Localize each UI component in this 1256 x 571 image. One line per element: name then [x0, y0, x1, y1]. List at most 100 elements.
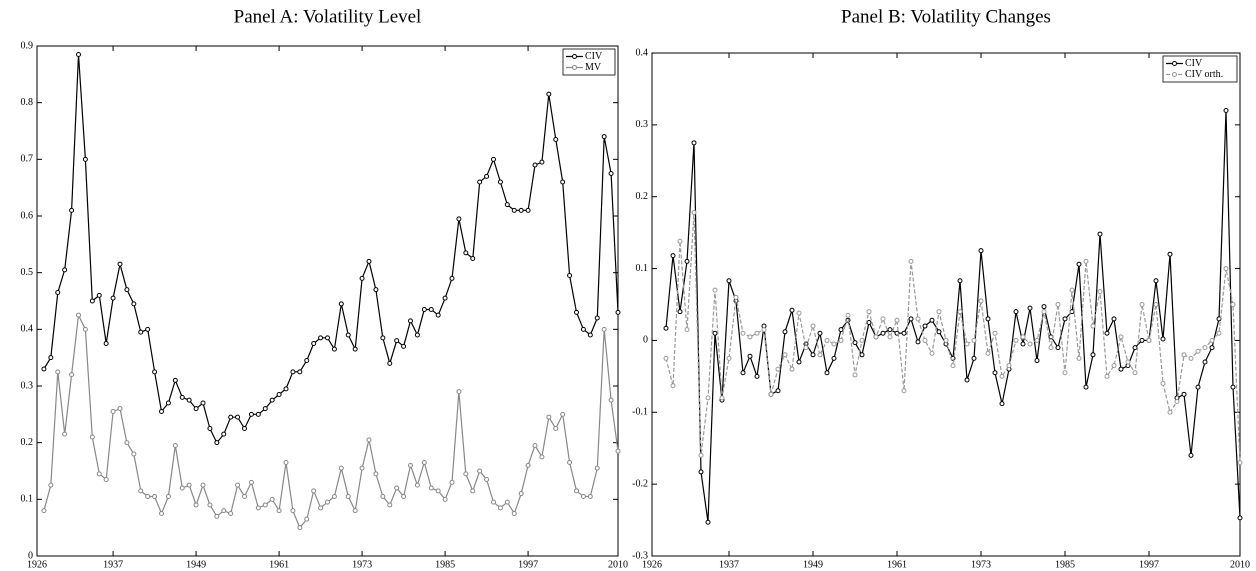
point: [796, 359, 802, 365]
point: [1181, 352, 1187, 358]
point: [228, 511, 234, 516]
x-tick-label: 1997: [518, 559, 538, 570]
point: [1090, 352, 1096, 358]
point: [200, 400, 206, 406]
point: [69, 372, 75, 378]
point: [754, 330, 760, 336]
point: [782, 352, 788, 358]
point: [964, 377, 970, 383]
point: [89, 434, 95, 440]
point: [89, 298, 95, 304]
point: [304, 516, 310, 522]
y-tick-label: 0.2: [636, 191, 649, 202]
point: [242, 494, 247, 499]
point: [1209, 345, 1215, 351]
point: [1090, 323, 1096, 329]
point: [242, 426, 247, 431]
point: [186, 397, 192, 403]
point: [366, 437, 372, 443]
point: [124, 440, 130, 446]
point: [1237, 515, 1243, 521]
point: [428, 307, 434, 312]
point: [1104, 330, 1110, 336]
point: [601, 326, 607, 332]
y-tick-label: 0.7: [21, 154, 34, 165]
point: [179, 485, 185, 491]
point: [248, 479, 254, 485]
point: [1111, 363, 1117, 369]
point: [117, 406, 123, 412]
point: [449, 275, 455, 281]
x-tick-label: 1985: [435, 559, 455, 570]
point: [1118, 334, 1124, 340]
legend-label: CIV orth.: [1185, 69, 1223, 80]
point: [1027, 341, 1033, 347]
series-line: [43, 54, 619, 444]
point: [915, 339, 921, 345]
point: [838, 327, 844, 333]
point: [165, 400, 171, 406]
point: [48, 482, 54, 488]
point: [497, 505, 503, 511]
point: [1097, 231, 1103, 237]
point: [768, 391, 774, 397]
point: [1202, 345, 1208, 351]
y-tick-label: 0: [643, 335, 648, 346]
point: [574, 309, 579, 315]
point: [859, 352, 865, 358]
point: [352, 346, 358, 352]
point: [110, 409, 116, 414]
point: [331, 346, 337, 352]
point: [1230, 384, 1236, 390]
point: [1139, 302, 1145, 307]
point: [262, 406, 268, 412]
point: [518, 207, 524, 213]
x-tick-label: 1937: [719, 559, 739, 570]
point: [497, 179, 503, 185]
point: [1034, 358, 1040, 364]
point: [380, 335, 386, 341]
legend-marker: [572, 65, 577, 70]
y-tick-label: 0.1: [636, 263, 649, 274]
point: [255, 411, 261, 417]
point: [1118, 366, 1124, 372]
point: [845, 312, 851, 318]
point: [152, 369, 158, 375]
point: [1041, 309, 1047, 315]
point: [504, 499, 510, 505]
point: [901, 388, 907, 394]
point: [936, 309, 942, 315]
point: [1223, 266, 1229, 272]
y-tick-label: 0.3: [21, 380, 34, 391]
point: [726, 278, 732, 284]
series-line: [43, 313, 619, 529]
legend-label: MV: [585, 62, 602, 73]
point: [922, 323, 928, 329]
point: [55, 369, 61, 375]
point: [193, 406, 199, 412]
point: [712, 330, 718, 336]
point: [408, 462, 413, 468]
point: [41, 366, 47, 372]
point: [560, 411, 566, 417]
point: [470, 256, 476, 261]
x-tick-label: 1985: [1055, 559, 1075, 570]
point: [318, 505, 324, 511]
legend-label: CIV: [1185, 58, 1203, 69]
point: [1153, 278, 1159, 284]
point: [580, 326, 586, 332]
point: [1139, 337, 1145, 343]
point: [269, 496, 275, 502]
point: [901, 330, 907, 336]
point: [117, 261, 123, 267]
y-tick-label: 0.3: [636, 119, 649, 130]
point: [1160, 381, 1166, 387]
x-tick-label: 1949: [803, 559, 823, 570]
point: [484, 173, 490, 179]
point: [950, 363, 956, 369]
point: [525, 207, 531, 213]
legend-label: CIV: [585, 51, 603, 62]
point: [311, 488, 317, 494]
point: [817, 352, 823, 358]
point: [908, 316, 914, 322]
